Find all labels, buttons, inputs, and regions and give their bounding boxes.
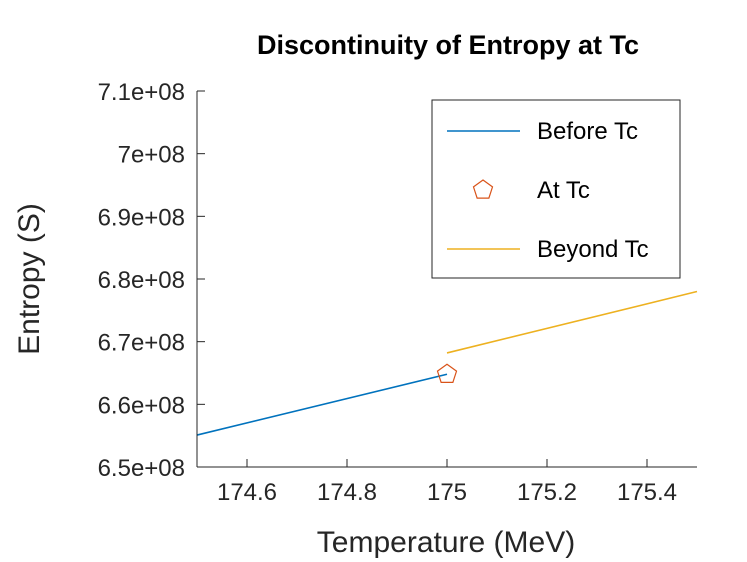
y-tick-label: 6.9e+08 bbox=[98, 204, 185, 231]
legend-swatch-at-tc bbox=[472, 179, 494, 199]
x-ticks: 174.6 174.8 175 175.2 175.4 bbox=[217, 459, 677, 506]
y-tick-label: 7.1e+08 bbox=[98, 79, 185, 106]
series-layer bbox=[196, 290, 698, 436]
y-tick-label: 6.6e+08 bbox=[98, 392, 185, 419]
x-tick-label: 175 bbox=[427, 479, 467, 506]
legend-label-beyond-tc: Beyond Tc bbox=[537, 236, 649, 263]
legend-label-at-tc: At Tc bbox=[537, 177, 590, 204]
chart-title: Discontinuity of Entropy at Tc bbox=[257, 30, 639, 60]
series-line-beyond-tc bbox=[446, 290, 698, 354]
y-tick-label: 6.7e+08 bbox=[98, 330, 185, 357]
x-axis-label: Temperature (MeV) bbox=[317, 526, 575, 559]
series-marker-at-tc bbox=[436, 363, 458, 383]
x-tick-label: 175.2 bbox=[517, 479, 577, 506]
x-tick-label: 175.4 bbox=[617, 479, 677, 506]
y-ticks: 6.5e+08 6.6e+08 6.7e+08 6.8e+08 6.9e+08 7e+08… bbox=[98, 79, 205, 482]
y-tick-label: 6.5e+08 bbox=[98, 455, 185, 482]
legend-items: Before Tc At Tc Beyond Tc bbox=[447, 118, 649, 263]
y-tick-label: 6.8e+08 bbox=[98, 267, 185, 294]
legend: Before Tc At Tc Beyond Tc bbox=[431, 99, 681, 279]
y-axis-label: Entropy (S) bbox=[13, 203, 46, 355]
y-tick-label: 7e+08 bbox=[118, 142, 185, 169]
x-tick-label: 174.6 bbox=[217, 479, 277, 506]
legend-label-before-tc: Before Tc bbox=[537, 118, 638, 145]
x-tick-label: 174.8 bbox=[317, 479, 377, 506]
series-line-before-tc bbox=[196, 373, 448, 436]
